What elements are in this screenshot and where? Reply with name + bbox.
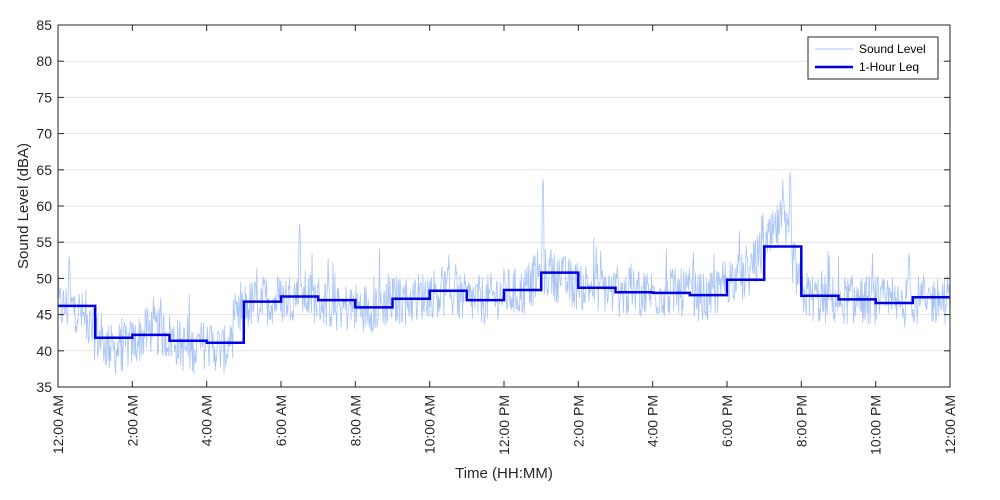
x-tick-label: 4:00 PM	[645, 395, 661, 447]
x-tick-label: 12:00 AM	[942, 395, 958, 454]
y-tick-label: 60	[36, 198, 52, 214]
legend-box	[807, 36, 939, 80]
y-tick-label: 75	[36, 89, 52, 105]
legend-label-sound-level: Sound Level	[859, 42, 926, 56]
leq-step-line	[58, 245, 950, 345]
x-axis-label: Time (HH:MM)	[455, 465, 553, 482]
y-tick-label: 35	[36, 379, 52, 395]
x-tick-label: 8:00 PM	[793, 395, 809, 447]
x-axis-ticks: 12:00 AM 2:00 AM 4:00 AM 6:00 AM 8:00 AM 10:0…	[50, 25, 958, 455]
x-tick-label: 4:00 AM	[199, 395, 215, 446]
leq-series	[58, 245, 950, 345]
x-tick-label: 8:00 AM	[347, 395, 363, 446]
y-axis-ticks: 35 40 45 50 55 60 65 70 75 80 85	[36, 17, 950, 395]
x-tick-label: 10:00 PM	[868, 395, 884, 455]
x-tick-label: 2:00 AM	[124, 395, 140, 446]
y-tick-label: 50	[36, 270, 52, 286]
x-tick-label: 6:00 PM	[719, 395, 735, 447]
y-tick-label: 55	[36, 234, 52, 250]
y-tick-label: 45	[36, 307, 52, 323]
y-tick-label: 70	[36, 126, 52, 142]
x-tick-label: 2:00 PM	[570, 395, 586, 447]
y-tick-label: 40	[36, 343, 52, 359]
legend: Sound Level 1-Hour Leq	[807, 36, 939, 80]
y-tick-label: 65	[36, 162, 52, 178]
x-tick-label: 10:00 AM	[422, 395, 438, 454]
x-tick-label: 12:00 PM	[496, 395, 512, 455]
legend-label-leq: 1-Hour Leq	[859, 60, 919, 74]
y-tick-label: 80	[36, 53, 52, 69]
y-axis-label: Sound Level (dBA)	[15, 143, 32, 269]
y-tick-label: 85	[36, 17, 52, 33]
x-tick-label: 6:00 AM	[273, 395, 289, 446]
x-tick-label: 12:00 AM	[50, 395, 66, 454]
